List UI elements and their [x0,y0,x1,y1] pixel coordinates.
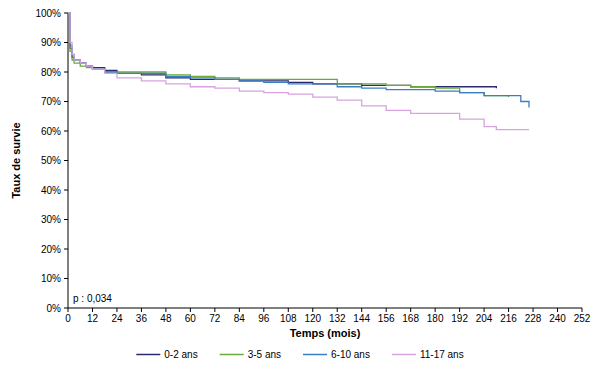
x-tick-label: 168 [402,313,419,324]
y-tick [64,131,68,132]
annotation: p : 0,034 [73,293,112,304]
y-tick [64,249,68,250]
x-tick-label: 156 [378,313,395,324]
x-tick-label: 180 [427,313,444,324]
y-tick-label: 80% [41,67,61,78]
y-tick-label: 40% [41,185,61,196]
y-tick-label: 50% [41,155,61,166]
x-tick-label: 192 [451,313,468,324]
x-tick-label: 132 [329,313,346,324]
x-tick-label: 48 [160,313,172,324]
x-tick [508,308,509,312]
x-tick-label: 204 [476,313,493,324]
y-tick-label: 60% [41,126,61,137]
x-tick [68,308,69,312]
x-tick [459,308,460,312]
x-tick [533,308,534,312]
x-tick-label: 228 [525,313,542,324]
legend-label: 3-5 ans [248,349,281,360]
x-tick [239,308,240,312]
x-tick [386,308,387,312]
x-tick-label: 240 [549,313,566,324]
x-tick [190,308,191,312]
y-tick-label: 70% [41,96,61,107]
legend-swatch [303,354,327,356]
x-tick-label: 252 [574,313,591,324]
x-axis [68,308,582,309]
x-tick [435,308,436,312]
survival-line [68,13,509,97]
y-tick-label: 90% [41,37,61,48]
x-tick-label: 96 [258,313,270,324]
x-tick [582,308,583,312]
x-tick [165,308,166,312]
y-tick [64,160,68,161]
legend-swatch [136,354,160,356]
x-tick [92,308,93,312]
y-tick [64,219,68,220]
x-tick [116,308,117,312]
x-tick-label: 216 [500,313,517,324]
x-tick-label: 60 [185,313,197,324]
x-tick [312,308,313,312]
x-tick [263,308,264,312]
legend-label: 6-10 ans [331,349,370,360]
x-tick-label: 36 [136,313,148,324]
x-tick [557,308,558,312]
x-tick [361,308,362,312]
x-tick-label: 120 [304,313,321,324]
survival-line [68,13,529,130]
x-tick-label: 72 [209,313,221,324]
x-tick [288,308,289,312]
x-tick [141,308,142,312]
y-tick-label: 100% [35,8,61,19]
y-axis-label: Taux de survie [10,122,22,198]
legend-label: 11-17 ans [420,349,464,360]
x-tick-label: 144 [353,313,370,324]
x-tick [214,308,215,312]
y-tick [64,308,68,309]
x-tick-label: 0 [65,313,71,324]
x-axis-label: Temps (mois) [290,327,361,339]
y-tick [64,42,68,43]
legend-label: 0-2 ans [164,349,197,360]
x-tick [484,308,485,312]
legend: 0-2 ans 3-5 ans 6-10 ans 11-17 ans [136,349,463,360]
x-tick-label: 24 [111,313,123,324]
chart: 0% 10% 20% 30% 40% 50% 60% 70% 80% 90% 100% 0 12 24 36… [0,0,600,375]
legend-swatch [220,354,244,356]
survival-line [68,13,529,107]
x-tick [337,308,338,312]
y-tick-label: 0% [47,303,62,314]
y-tick-label: 20% [41,244,61,255]
survival-line [68,13,496,88]
x-tick [410,308,411,312]
series-group [68,13,529,130]
y-tick [64,190,68,191]
y-tick [64,13,68,14]
y-tick [64,101,68,102]
legend-swatch [392,354,416,356]
y-tick-label: 10% [41,273,61,284]
x-tick-label: 108 [280,313,297,324]
y-tick-label: 30% [41,214,61,225]
y-tick [64,72,68,73]
x-tick-label: 84 [234,313,246,324]
y-tick [64,278,68,279]
x-tick-label: 12 [87,313,99,324]
